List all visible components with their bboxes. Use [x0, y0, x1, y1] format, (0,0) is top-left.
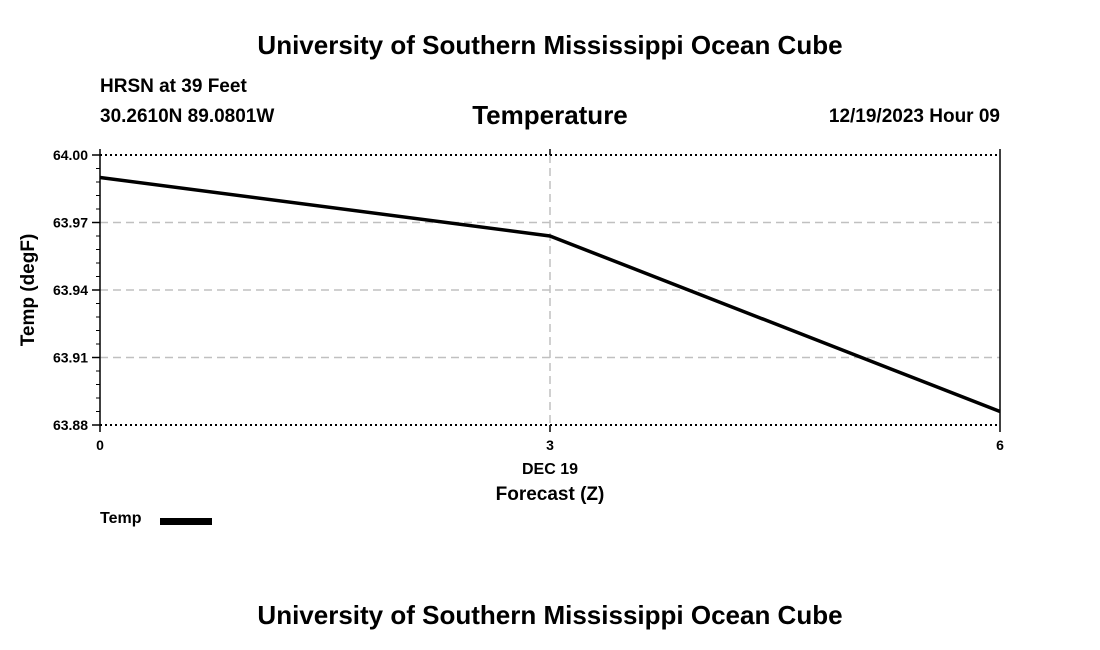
- legend-swatch-temp: [160, 518, 212, 525]
- x-axis-label: Forecast (Z): [496, 484, 605, 505]
- station-label: HRSN at 39 Feet: [100, 76, 247, 97]
- x-tick-label: 6: [996, 437, 1004, 453]
- y-axis-label: Temp (degF): [18, 234, 39, 347]
- y-tick-label: 64.00: [53, 147, 88, 163]
- chart-series: [99, 175, 1001, 414]
- y-tick-label: 63.97: [53, 215, 88, 231]
- legend-label-temp: Temp: [100, 510, 142, 527]
- series-line-temp: [99, 175, 1001, 414]
- chart-title: Temperature: [472, 100, 628, 130]
- chart-grid: [100, 155, 1000, 425]
- y-tick-label: 63.94: [53, 282, 88, 298]
- y-tick-label: 63.88: [53, 417, 88, 433]
- forecast-datetime: 12/19/2023 Hour 09: [828, 106, 1000, 127]
- x-tick-label: 0: [96, 437, 104, 453]
- page-title: University of Southern Mississippi Ocean…: [257, 30, 843, 60]
- x-axis-date-label: DEC 19: [522, 461, 578, 478]
- station-coordinates: 30.2610N 89.0801W: [100, 106, 275, 127]
- x-tick-label: 3: [546, 437, 554, 453]
- y-tick-label: 63.91: [53, 350, 88, 366]
- chart-ticks: 63.88 63.91 63.94 63.97 64.00 0 3 6: [53, 147, 1004, 453]
- footer-title: University of Southern Mississippi Ocean…: [257, 600, 843, 630]
